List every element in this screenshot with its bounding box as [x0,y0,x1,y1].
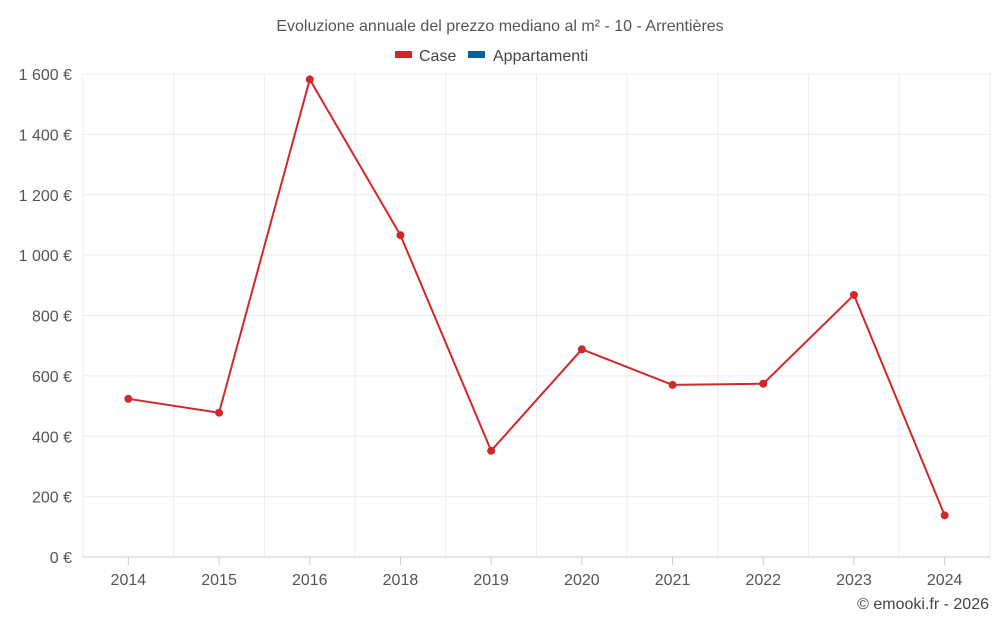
grid [82,73,991,558]
y-tick-label: 600 € [32,369,72,386]
legend-swatch-case [395,51,412,58]
chart-title: Evoluzione annuale del prezzo mediano al… [276,18,723,35]
data-point[interactable] [305,75,314,84]
legend-label-case: Case [419,48,456,65]
x-tick-label: 2015 [201,572,237,589]
x-axis: 2014 2015 2016 2018 2019 2020 2021 2022 2023 2024 [83,556,990,589]
data-point[interactable] [396,231,405,240]
y-tick-label: 0 € [50,550,72,567]
credit-text: © emooki.fr - 2026 [857,596,989,613]
data-point[interactable] [577,345,586,354]
x-tick-label: 2018 [383,572,419,589]
legend-item-case[interactable]: Case [395,48,456,65]
x-tick-label: 2023 [836,572,872,589]
x-tick-label: 2022 [745,572,781,589]
x-tick-label: 2020 [564,572,600,589]
data-point[interactable] [759,379,768,388]
y-tick-label: 200 € [32,490,72,507]
y-tick-label: 400 € [32,429,72,446]
x-tick-label: 2014 [111,572,147,589]
y-tick-label: 1 000 € [19,248,72,265]
y-tick-label: 1 200 € [19,188,72,205]
series-line [128,78,946,516]
x-tick-label: 2019 [473,572,509,589]
y-tick-label: 1 600 € [19,67,72,84]
data-point[interactable] [487,446,496,455]
data-point[interactable] [215,408,224,417]
data-point[interactable] [849,290,858,299]
legend-item-appartamenti[interactable]: Appartamenti [468,48,588,65]
y-tick-label: 1 400 € [19,127,72,144]
data-point[interactable] [668,380,677,389]
data-point[interactable] [940,511,949,520]
legend: Case Appartamenti [395,48,588,65]
data-point[interactable] [124,394,133,403]
x-tick-label: 2021 [655,572,691,589]
x-tick-label: 2024 [927,572,963,589]
legend-swatch-appartamenti [468,51,485,58]
series-case [124,75,949,520]
y-axis: 0 € 200 € 400 € 600 € 800 € 1 000 € 1 200 € 1 4… [19,67,72,567]
y-tick-label: 800 € [32,309,72,326]
x-tick-label: 2016 [292,572,328,589]
legend-label-appartamenti: Appartamenti [493,48,588,65]
